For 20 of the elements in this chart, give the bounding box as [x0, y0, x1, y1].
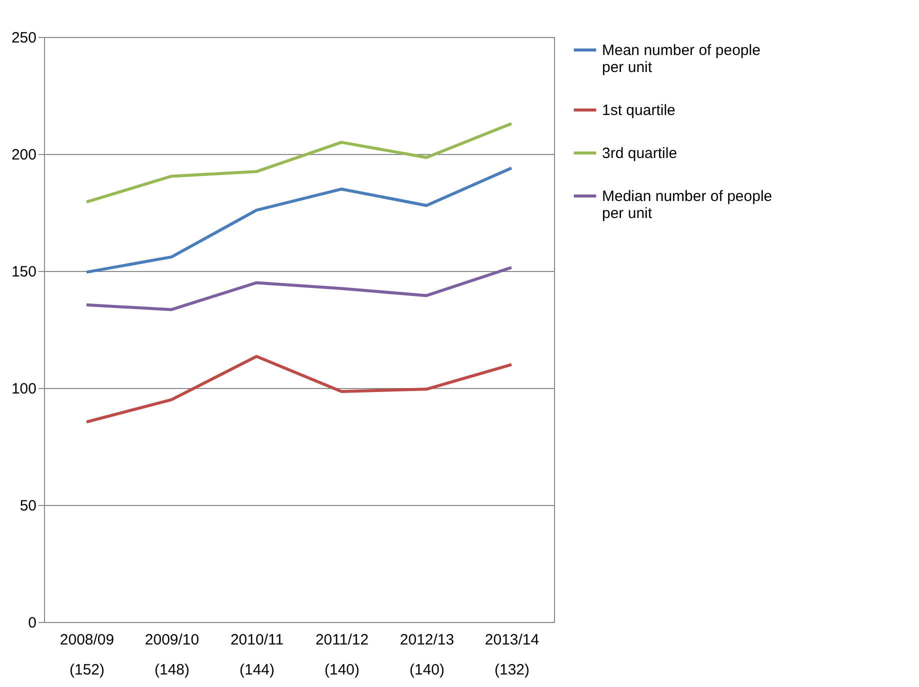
line-series	[85, 122, 513, 204]
x-tick-label: 2013/14 (132)	[484, 632, 540, 678]
line-series	[85, 266, 513, 312]
line-series	[85, 166, 513, 274]
y-tick-label: 0	[28, 614, 36, 632]
y-tick-label: 50	[20, 498, 36, 514]
legend-label: Median number of people per unit	[602, 188, 772, 222]
y-tick-label: 200	[11, 146, 36, 164]
x-tick-label: 2011/12 (140)	[315, 632, 369, 678]
legend-label: Mean number of people per unit	[602, 42, 760, 76]
legend-label: 3rd quartile	[602, 145, 678, 162]
x-tick-label: 2009/10 (148)	[144, 632, 200, 678]
x-tick-label: 2008/09 (152)	[60, 632, 114, 678]
x-tick-label: 2010/11 (144)	[230, 632, 284, 678]
y-tick-label: 150	[11, 264, 36, 280]
y-tick-label: 250	[11, 30, 36, 46]
line-series	[85, 354, 513, 424]
x-tick-label: 2012/13 (140)	[400, 632, 454, 678]
y-tick-label: 100	[11, 380, 36, 398]
legend-label: 1st quartile	[602, 102, 676, 119]
